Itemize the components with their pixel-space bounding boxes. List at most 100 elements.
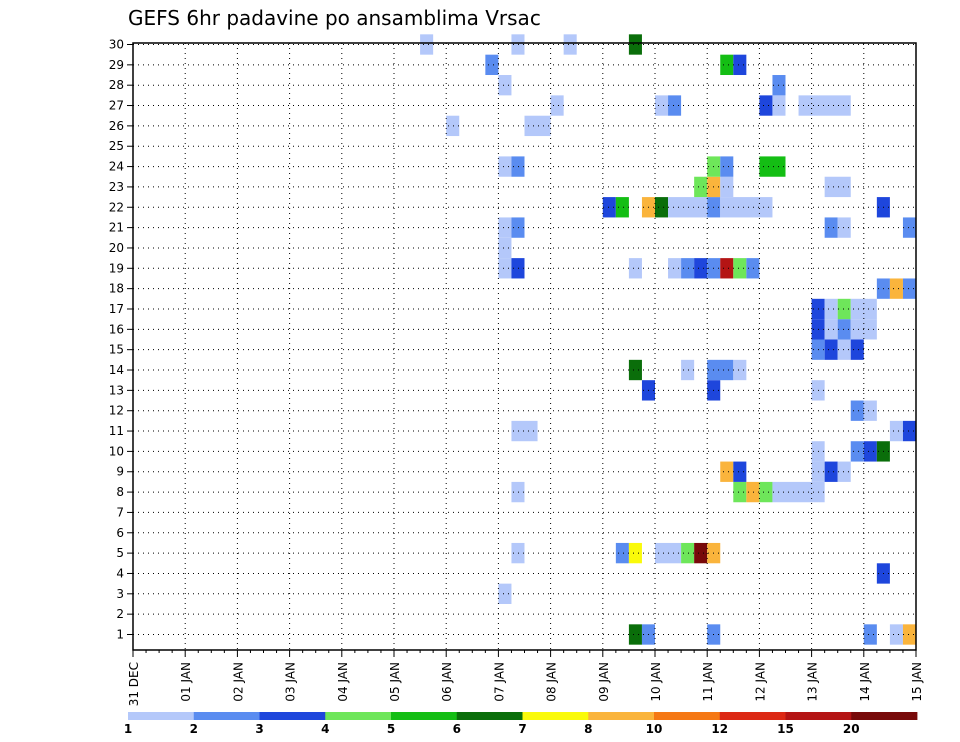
x-tick-label: 31 DEC xyxy=(127,662,141,706)
y-tick-label: 23 xyxy=(109,180,124,194)
colorbar-label: 4 xyxy=(321,722,329,736)
y-tick-label: 1 xyxy=(116,628,124,642)
precip-cell xyxy=(550,95,564,116)
precip-cell xyxy=(720,156,734,177)
precip-cell xyxy=(498,75,512,96)
colorbar-swatch xyxy=(325,712,392,720)
x-tick-label: 15 JAN xyxy=(910,662,924,702)
colorbar-label: 8 xyxy=(584,722,592,736)
precip-cell xyxy=(615,197,629,218)
colorbar-swatch xyxy=(456,712,523,720)
x-tick-label: 11 JAN xyxy=(701,662,715,702)
x-tick-label: 09 JAN xyxy=(597,662,611,702)
precip-cell xyxy=(668,258,682,279)
colorbar-swatch xyxy=(588,712,655,720)
x-axis: 31 DEC 01 JAN 02 JAN 03 JAN 04 JAN 05 JAN 06 J… xyxy=(127,650,924,706)
precip-cell xyxy=(746,258,760,279)
precip-cell xyxy=(824,217,838,238)
precip-cell xyxy=(498,237,512,259)
precip-cell xyxy=(681,258,695,279)
precip-cell xyxy=(681,542,695,564)
y-tick-label: 19 xyxy=(109,261,124,275)
precip-cell xyxy=(889,278,903,299)
y-tick-label: 9 xyxy=(116,465,124,479)
precip-cell xyxy=(824,319,838,340)
x-tick-label: 12 JAN xyxy=(753,662,767,702)
y-tick-label: 28 xyxy=(109,78,124,92)
precip-cell xyxy=(694,542,708,564)
colorbar-label: 15 xyxy=(777,722,794,736)
precip-cell xyxy=(720,54,734,76)
x-tick-label: 05 JAN xyxy=(388,662,402,702)
y-tick-label: 16 xyxy=(109,322,124,336)
precip-cell xyxy=(850,400,864,421)
precip-cell xyxy=(746,481,760,503)
precip-cell xyxy=(655,95,669,116)
precip-cell xyxy=(850,339,864,360)
precip-cell xyxy=(733,461,747,482)
precip-cell xyxy=(902,278,916,299)
precip-cell xyxy=(615,542,629,564)
precip-cell xyxy=(628,624,642,645)
colorbar-label: 20 xyxy=(843,722,860,736)
precip-cell xyxy=(498,156,512,177)
y-tick-label: 5 xyxy=(116,546,124,560)
precip-cell xyxy=(759,156,786,177)
y-tick-label: 21 xyxy=(109,221,124,235)
precip-cell xyxy=(628,359,642,381)
precip-cell xyxy=(733,359,747,381)
precip-cell xyxy=(563,34,577,55)
y-axis: 1234567891011121314151617181920212223242… xyxy=(109,38,133,642)
precip-cell xyxy=(889,624,903,645)
precip-cell xyxy=(850,441,864,462)
y-tick-label: 18 xyxy=(109,282,124,296)
x-tick-label: 08 JAN xyxy=(545,662,559,702)
y-tick-label: 8 xyxy=(116,485,124,499)
precip-cell xyxy=(759,95,773,116)
precip-cell xyxy=(511,542,525,564)
y-tick-label: 29 xyxy=(109,58,124,72)
precip-cell xyxy=(720,258,734,279)
precip-cell xyxy=(511,34,525,55)
y-tick-label: 15 xyxy=(109,343,124,357)
precip-cell xyxy=(655,197,669,218)
colorbar-label: 3 xyxy=(255,722,263,736)
precip-cell xyxy=(707,359,734,381)
grid-lines xyxy=(133,43,916,650)
colorbar-label: 12 xyxy=(711,722,728,736)
precip-cell xyxy=(902,420,916,442)
x-tick-label: 01 JAN xyxy=(179,662,193,702)
colorbar-label: 1 xyxy=(124,722,132,736)
heatmap-cells xyxy=(420,34,916,645)
precip-cell xyxy=(824,176,851,198)
precip-cell xyxy=(498,583,512,604)
y-tick-label: 2 xyxy=(116,607,124,621)
y-tick-label: 30 xyxy=(109,38,124,52)
precip-cell xyxy=(863,624,877,645)
precip-cell xyxy=(446,115,460,137)
precip-cell xyxy=(668,197,708,218)
y-tick-label: 4 xyxy=(116,566,124,580)
precip-cell xyxy=(863,441,877,462)
colorbar-label: 2 xyxy=(190,722,198,736)
colorbar-label: 6 xyxy=(453,722,461,736)
chart-title: GEFS 6hr padavine po ansamblima Vrsac xyxy=(128,6,541,30)
colorbar-swatch xyxy=(522,712,589,720)
y-tick-label: 25 xyxy=(109,139,124,153)
x-tick-label: 07 JAN xyxy=(492,662,506,702)
precip-cell xyxy=(628,34,642,55)
precip-cell xyxy=(837,217,851,238)
precip-cell xyxy=(759,481,773,503)
precip-cell xyxy=(720,176,734,198)
precip-cell xyxy=(628,258,642,279)
precip-cell xyxy=(733,481,747,503)
precip-cell xyxy=(498,217,512,238)
precip-cell xyxy=(837,339,851,360)
precip-cell xyxy=(485,54,499,76)
y-tick-label: 10 xyxy=(109,444,124,458)
precip-cell xyxy=(498,258,512,279)
y-tick-label: 26 xyxy=(109,119,124,133)
colorbar-swatch xyxy=(259,712,326,720)
y-tick-label: 7 xyxy=(116,505,124,519)
precip-cell xyxy=(694,258,708,279)
